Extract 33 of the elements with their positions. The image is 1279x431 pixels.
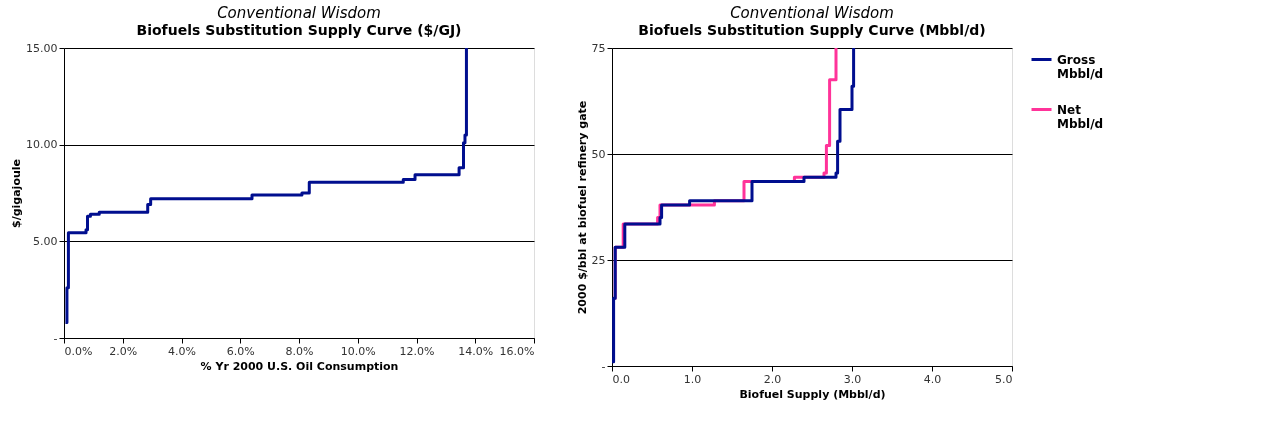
- chart-title: Conventional Wisdom: [217, 4, 381, 22]
- y-axis-title: $/gigajoule: [10, 158, 24, 229]
- x-tick-label: 3.0: [843, 372, 862, 386]
- x-tick-label: 6.0%: [226, 344, 255, 358]
- y-tick-label: 25: [591, 253, 606, 267]
- x-tick-label: 5.0: [995, 372, 1013, 386]
- legend-label: Net Mbbl/d: [1057, 102, 1104, 131]
- x-axis-title: Biofuel Supply (Mbbl/d): [739, 387, 886, 401]
- chart-subtitle: Biofuels Substitution Supply Curve ($/GJ): [136, 22, 462, 38]
- x-tick-label: 2.0: [763, 372, 782, 386]
- x-tick-label: 2.0%: [109, 344, 138, 358]
- y-tick-label: 5.00: [33, 234, 58, 248]
- y-tick-label: 10.00: [26, 138, 58, 152]
- x-tick-label: 4.0%: [168, 344, 196, 358]
- y-tick-label: 50: [591, 147, 606, 161]
- y-tick-label: 15.00: [26, 41, 58, 55]
- x-tick-label: 12.0%: [399, 344, 435, 358]
- y-tick-label: -: [601, 359, 606, 373]
- x-tick-label: 14.0%: [458, 344, 494, 358]
- x-tick-label: 10.0%: [340, 344, 376, 358]
- x-tick-label: 4.0: [923, 372, 942, 386]
- x-tick-label: 8.0%: [285, 344, 314, 358]
- y-tick-label: 75: [591, 41, 606, 55]
- y-tick-label: -: [53, 331, 58, 345]
- chart-title: Conventional Wisdom: [730, 4, 894, 22]
- y-axis-title: 2000 $/bbl at biofuel refinery gate: [575, 100, 589, 315]
- x-tick-label: 0.0%: [64, 344, 93, 358]
- x-tick-label: 16.0%: [499, 344, 535, 358]
- x-tick-label: 1.0: [683, 372, 702, 386]
- legend-label: Gross Mbbl/d: [1057, 52, 1104, 81]
- chart-subtitle: Biofuels Substitution Supply Curve (Mbbl/d): [638, 22, 986, 38]
- x-tick-label: 0.0: [612, 372, 630, 386]
- x-axis-title: % Yr 2000 U.S. Oil Consumption: [200, 359, 399, 373]
